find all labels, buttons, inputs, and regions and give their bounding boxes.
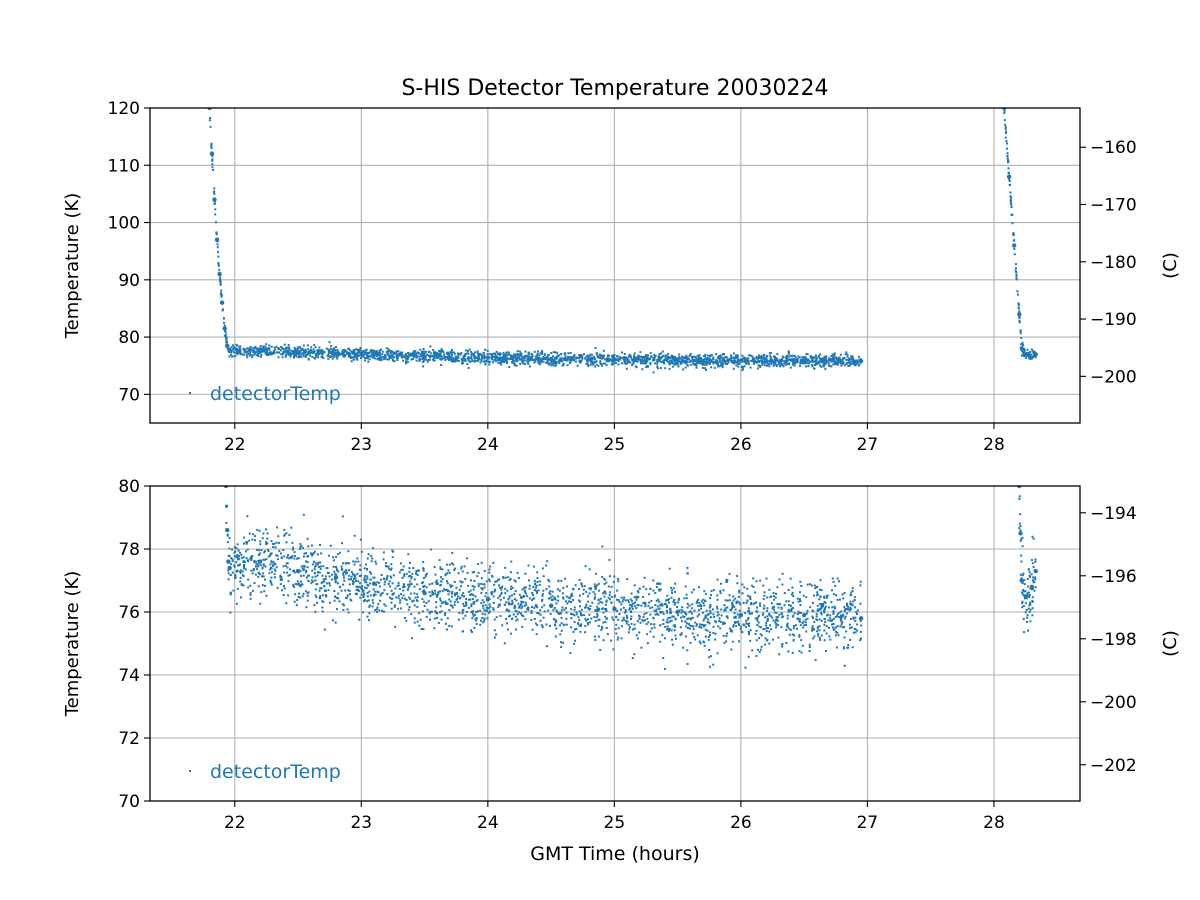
y-right-tick-label: −194: [1090, 504, 1137, 524]
y-tick-label: 80: [118, 477, 140, 497]
y-tick-label: 74: [118, 666, 140, 686]
legend-label: detectorTemp: [210, 761, 341, 783]
y-tick-label: 72: [118, 729, 140, 749]
x-tick-label: 28: [983, 435, 1005, 455]
y-right-tick-label: −190: [1090, 310, 1137, 330]
data-point: [1006, 174, 1012, 179]
y-tick-label: 90: [118, 271, 140, 291]
x-tick-label: 26: [730, 813, 752, 833]
y-axis-label: Temperature (K): [62, 571, 83, 718]
y-right-tick-label: −200: [1090, 693, 1137, 713]
y-tick-label: 70: [118, 385, 140, 405]
axes-frame: [149, 485, 1081, 802]
y-right-tick-label: −198: [1090, 630, 1137, 650]
y-tick-label: 110: [108, 156, 140, 176]
y-axis-label: Temperature (K): [62, 193, 83, 340]
legend-marker: [189, 392, 191, 394]
x-tick-label: 25: [604, 435, 626, 455]
y-tick-label: 80: [118, 328, 140, 348]
y-right-tick-label: −160: [1090, 138, 1137, 158]
legend: detectorTemp: [189, 383, 341, 405]
data-point: [1019, 578, 1024, 583]
x-axis: 22 23 24 25 26 27 28: [224, 801, 1005, 833]
chart-title: S-HIS Detector Temperature 20030224: [401, 76, 828, 101]
y-tick-label: 120: [108, 99, 140, 119]
x-tick-label: 26: [730, 435, 752, 455]
y-right-tick-label: −202: [1090, 756, 1137, 776]
data-point: [1018, 531, 1023, 536]
x-axis: 22 23 24 25 26 27 28: [224, 423, 1005, 455]
y-tick-label: 76: [118, 603, 140, 623]
data-point: [1033, 568, 1038, 574]
y-right-tick-label: −170: [1090, 196, 1137, 216]
legend-marker: [189, 770, 191, 772]
y-axis-label-right: (C): [1160, 630, 1181, 657]
x-axis-label: GMT Time (hours): [530, 843, 700, 865]
x-tick-label: 27: [857, 435, 879, 455]
y-right-tick-label: −180: [1090, 253, 1137, 273]
y-axis-right: −160 −170 −180 −190 −200: [1080, 138, 1137, 387]
x-tick-label: 24: [477, 435, 499, 455]
legend: detectorTemp: [189, 761, 341, 783]
y-axis-left: 70 80 90 100 110 120: [108, 99, 150, 405]
x-tick-label: 22: [224, 813, 246, 833]
x-tick-label: 28: [983, 813, 1005, 833]
y-tick-label: 78: [118, 540, 140, 560]
y-right-tick-label: −200: [1090, 367, 1137, 387]
y-right-tick-label: −196: [1090, 567, 1137, 587]
bottom-panel: 22 23 24 25 26 27 28 70 72 74 76 78 80 −194 −196 −198 −2…: [62, 477, 1181, 833]
data-point: [1012, 243, 1017, 248]
top-panel: 22 23 24 25 26 27 28 70 80 90 100 110 120 −160 −170 −18…: [62, 99, 1181, 455]
y-axis-label-right: (C): [1160, 252, 1181, 279]
y-axis-left: 70 72 74 76 78 80: [118, 477, 150, 812]
x-tick-label: 23: [350, 813, 372, 833]
x-tick-label: 23: [350, 435, 372, 455]
y-tick-label: 100: [108, 214, 140, 234]
y-axis-right: −194 −196 −198 −200 −202: [1080, 504, 1137, 776]
scatter-cloud: [224, 495, 1037, 670]
x-tick-label: 25: [604, 813, 626, 833]
x-tick-label: 24: [477, 813, 499, 833]
data-point: [227, 565, 232, 571]
scatter-cloud: [208, 108, 1037, 374]
legend-label: detectorTemp: [210, 383, 341, 405]
x-tick-label: 27: [857, 813, 879, 833]
y-tick-label: 70: [118, 792, 140, 812]
data-point: [802, 612, 807, 618]
x-tick-label: 22: [224, 435, 246, 455]
axes-frame: [149, 107, 1081, 424]
